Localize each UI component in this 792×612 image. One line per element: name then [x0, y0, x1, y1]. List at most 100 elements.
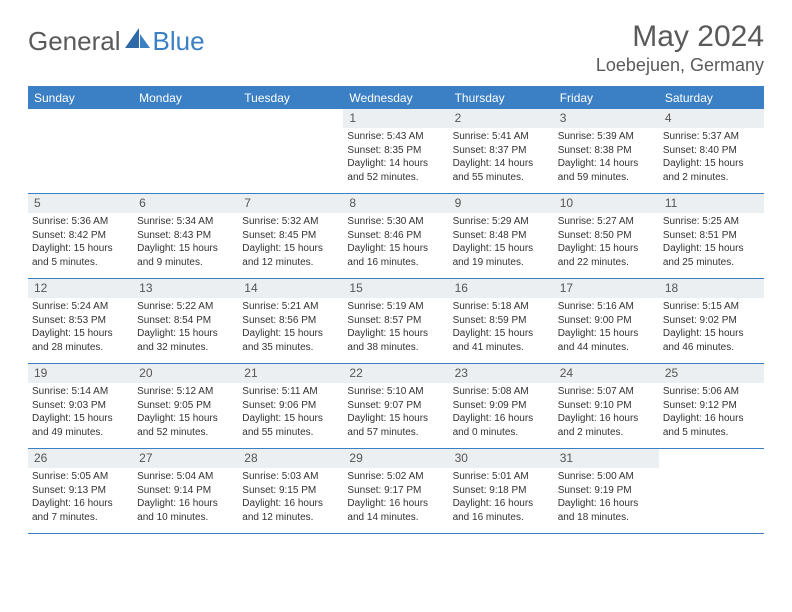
day-daylight: Daylight: 16 hours and 18 minutes. — [558, 497, 655, 524]
day-daylight: Daylight: 16 hours and 2 minutes. — [558, 412, 655, 439]
day-sunset: Sunset: 8:59 PM — [453, 314, 550, 328]
day-body: Sunrise: 5:39 AMSunset: 8:38 PMDaylight:… — [554, 128, 659, 188]
day-body: Sunrise: 5:05 AMSunset: 9:13 PMDaylight:… — [28, 468, 133, 528]
day-number: 7 — [238, 194, 343, 213]
day-sunset: Sunset: 9:09 PM — [453, 399, 550, 413]
weekday-header-row: SundayMondayTuesdayWednesdayThursdayFrid… — [28, 88, 764, 109]
calendar-day: 8Sunrise: 5:30 AMSunset: 8:46 PMDaylight… — [343, 194, 448, 278]
calendar: SundayMondayTuesdayWednesdayThursdayFrid… — [28, 86, 764, 534]
day-body: Sunrise: 5:18 AMSunset: 8:59 PMDaylight:… — [449, 298, 554, 358]
day-body: Sunrise: 5:34 AMSunset: 8:43 PMDaylight:… — [133, 213, 238, 273]
calendar-day: 19Sunrise: 5:14 AMSunset: 9:03 PMDayligh… — [28, 364, 133, 448]
day-sunrise: Sunrise: 5:21 AM — [242, 300, 339, 314]
calendar-day: 14Sunrise: 5:21 AMSunset: 8:56 PMDayligh… — [238, 279, 343, 363]
day-body: Sunrise: 5:02 AMSunset: 9:17 PMDaylight:… — [343, 468, 448, 528]
day-body: Sunrise: 5:08 AMSunset: 9:09 PMDaylight:… — [449, 383, 554, 443]
calendar-day: 24Sunrise: 5:07 AMSunset: 9:10 PMDayligh… — [554, 364, 659, 448]
calendar-day: 9Sunrise: 5:29 AMSunset: 8:48 PMDaylight… — [449, 194, 554, 278]
day-body — [659, 454, 764, 460]
day-sunset: Sunset: 8:35 PM — [347, 144, 444, 158]
day-body — [133, 114, 238, 120]
day-sunrise: Sunrise: 5:24 AM — [32, 300, 129, 314]
day-sunrise: Sunrise: 5:07 AM — [558, 385, 655, 399]
day-daylight: Daylight: 15 hours and 35 minutes. — [242, 327, 339, 354]
day-number: 6 — [133, 194, 238, 213]
day-number: 12 — [28, 279, 133, 298]
day-daylight: Daylight: 16 hours and 10 minutes. — [137, 497, 234, 524]
day-sunset: Sunset: 9:13 PM — [32, 484, 129, 498]
day-daylight: Daylight: 15 hours and 5 minutes. — [32, 242, 129, 269]
day-daylight: Daylight: 15 hours and 52 minutes. — [137, 412, 234, 439]
day-number: 18 — [659, 279, 764, 298]
calendar-day: 22Sunrise: 5:10 AMSunset: 9:07 PMDayligh… — [343, 364, 448, 448]
day-number: 25 — [659, 364, 764, 383]
calendar-day: 6Sunrise: 5:34 AMSunset: 8:43 PMDaylight… — [133, 194, 238, 278]
day-sunrise: Sunrise: 5:06 AM — [663, 385, 760, 399]
day-number: 26 — [28, 449, 133, 468]
calendar-body: 1Sunrise: 5:43 AMSunset: 8:35 PMDaylight… — [28, 109, 764, 534]
calendar-day: 30Sunrise: 5:01 AMSunset: 9:18 PMDayligh… — [449, 449, 554, 533]
day-body: Sunrise: 5:14 AMSunset: 9:03 PMDaylight:… — [28, 383, 133, 443]
day-sunset: Sunset: 9:19 PM — [558, 484, 655, 498]
day-sunset: Sunset: 9:15 PM — [242, 484, 339, 498]
day-sunrise: Sunrise: 5:19 AM — [347, 300, 444, 314]
day-sunset: Sunset: 8:40 PM — [663, 144, 760, 158]
day-daylight: Daylight: 16 hours and 14 minutes. — [347, 497, 444, 524]
day-daylight: Daylight: 16 hours and 16 minutes. — [453, 497, 550, 524]
day-daylight: Daylight: 16 hours and 12 minutes. — [242, 497, 339, 524]
day-number: 4 — [659, 109, 764, 128]
day-daylight: Daylight: 15 hours and 32 minutes. — [137, 327, 234, 354]
day-sunrise: Sunrise: 5:32 AM — [242, 215, 339, 229]
calendar-day — [28, 109, 133, 193]
day-sunset: Sunset: 9:17 PM — [347, 484, 444, 498]
day-number: 11 — [659, 194, 764, 213]
day-sunrise: Sunrise: 5:05 AM — [32, 470, 129, 484]
day-sunrise: Sunrise: 5:27 AM — [558, 215, 655, 229]
day-body: Sunrise: 5:04 AMSunset: 9:14 PMDaylight:… — [133, 468, 238, 528]
header: General Blue May 2024 Loebejuen, Germany — [28, 20, 764, 76]
brand-logo: General Blue — [28, 20, 205, 57]
day-sunset: Sunset: 9:07 PM — [347, 399, 444, 413]
day-sunset: Sunset: 8:51 PM — [663, 229, 760, 243]
month-title: May 2024 — [596, 20, 764, 53]
day-number: 5 — [28, 194, 133, 213]
day-sunset: Sunset: 9:06 PM — [242, 399, 339, 413]
day-sunrise: Sunrise: 5:22 AM — [137, 300, 234, 314]
calendar-day: 18Sunrise: 5:15 AMSunset: 9:02 PMDayligh… — [659, 279, 764, 363]
day-daylight: Daylight: 15 hours and 46 minutes. — [663, 327, 760, 354]
day-daylight: Daylight: 15 hours and 2 minutes. — [663, 157, 760, 184]
day-sunrise: Sunrise: 5:03 AM — [242, 470, 339, 484]
day-body: Sunrise: 5:29 AMSunset: 8:48 PMDaylight:… — [449, 213, 554, 273]
calendar-day: 28Sunrise: 5:03 AMSunset: 9:15 PMDayligh… — [238, 449, 343, 533]
day-sunset: Sunset: 9:14 PM — [137, 484, 234, 498]
day-sunset: Sunset: 9:02 PM — [663, 314, 760, 328]
day-number: 20 — [133, 364, 238, 383]
day-number: 8 — [343, 194, 448, 213]
calendar-day: 21Sunrise: 5:11 AMSunset: 9:06 PMDayligh… — [238, 364, 343, 448]
day-daylight: Daylight: 14 hours and 55 minutes. — [453, 157, 550, 184]
day-daylight: Daylight: 14 hours and 59 minutes. — [558, 157, 655, 184]
day-body: Sunrise: 5:11 AMSunset: 9:06 PMDaylight:… — [238, 383, 343, 443]
day-daylight: Daylight: 15 hours and 19 minutes. — [453, 242, 550, 269]
day-body: Sunrise: 5:03 AMSunset: 9:15 PMDaylight:… — [238, 468, 343, 528]
day-daylight: Daylight: 15 hours and 49 minutes. — [32, 412, 129, 439]
day-daylight: Daylight: 15 hours and 28 minutes. — [32, 327, 129, 354]
weekday-header: Friday — [554, 88, 659, 109]
day-daylight: Daylight: 15 hours and 9 minutes. — [137, 242, 234, 269]
day-sunset: Sunset: 8:42 PM — [32, 229, 129, 243]
day-number: 13 — [133, 279, 238, 298]
calendar-day — [133, 109, 238, 193]
calendar-day: 4Sunrise: 5:37 AMSunset: 8:40 PMDaylight… — [659, 109, 764, 193]
day-sunset: Sunset: 8:46 PM — [347, 229, 444, 243]
day-sunset: Sunset: 8:50 PM — [558, 229, 655, 243]
day-number: 1 — [343, 109, 448, 128]
day-body: Sunrise: 5:25 AMSunset: 8:51 PMDaylight:… — [659, 213, 764, 273]
day-body: Sunrise: 5:37 AMSunset: 8:40 PMDaylight:… — [659, 128, 764, 188]
day-sunrise: Sunrise: 5:30 AM — [347, 215, 444, 229]
day-body: Sunrise: 5:10 AMSunset: 9:07 PMDaylight:… — [343, 383, 448, 443]
day-daylight: Daylight: 14 hours and 52 minutes. — [347, 157, 444, 184]
day-number: 29 — [343, 449, 448, 468]
day-sunrise: Sunrise: 5:16 AM — [558, 300, 655, 314]
day-body: Sunrise: 5:22 AMSunset: 8:54 PMDaylight:… — [133, 298, 238, 358]
day-number: 3 — [554, 109, 659, 128]
